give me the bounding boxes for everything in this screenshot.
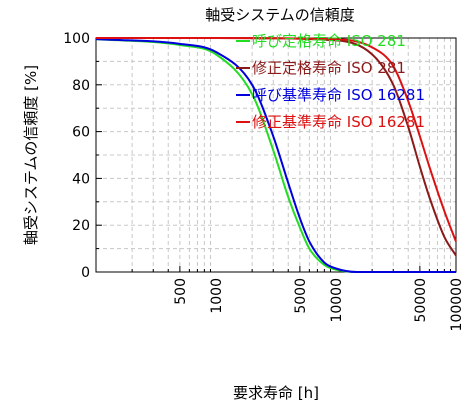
legend-label: 修正基準寿命 ISO 16281 <box>252 113 425 131</box>
y-axis-label: 軸受システムの信頼度 [%] <box>22 65 40 245</box>
y-tick-label: 40 <box>72 171 90 187</box>
x-tick-label: 1000 <box>209 278 225 314</box>
y-tick-label: 20 <box>72 218 90 234</box>
y-tick-label: 100 <box>63 31 90 47</box>
y-tick-label: 60 <box>72 125 90 141</box>
legend: 呼び定格寿命 ISO 281 修正定格寿命 ISO 281 呼び基準寿命 ISO 1… <box>236 32 425 131</box>
grid <box>96 38 456 272</box>
x-tick-label: 5000 <box>293 278 309 314</box>
x-tick-label: 10000 <box>329 278 345 323</box>
x-tick-label: 500 <box>173 278 189 305</box>
series-line-3 <box>95 38 456 274</box>
y-tick-label: 80 <box>72 78 90 94</box>
series-lines <box>95 36 457 274</box>
legend-label: 呼び基準寿命 ISO 16281 <box>252 86 425 104</box>
chart-title: 軸受システムの信頼度 <box>205 6 355 24</box>
axis-ticks: 0 20 40 60 80 100 500 1000 5000 10000 50000 100000 <box>63 31 465 331</box>
x-tick-label: 100000 <box>449 278 465 331</box>
series-line-4 <box>95 36 457 242</box>
legend-label: 呼び定格寿命 ISO 281 <box>252 32 406 50</box>
y-tick-label: 0 <box>81 265 90 281</box>
x-axis-label: 要求寿命 [h] <box>233 384 319 402</box>
x-tick-label: 50000 <box>413 278 429 323</box>
legend-label: 修正定格寿命 ISO 281 <box>252 59 406 77</box>
